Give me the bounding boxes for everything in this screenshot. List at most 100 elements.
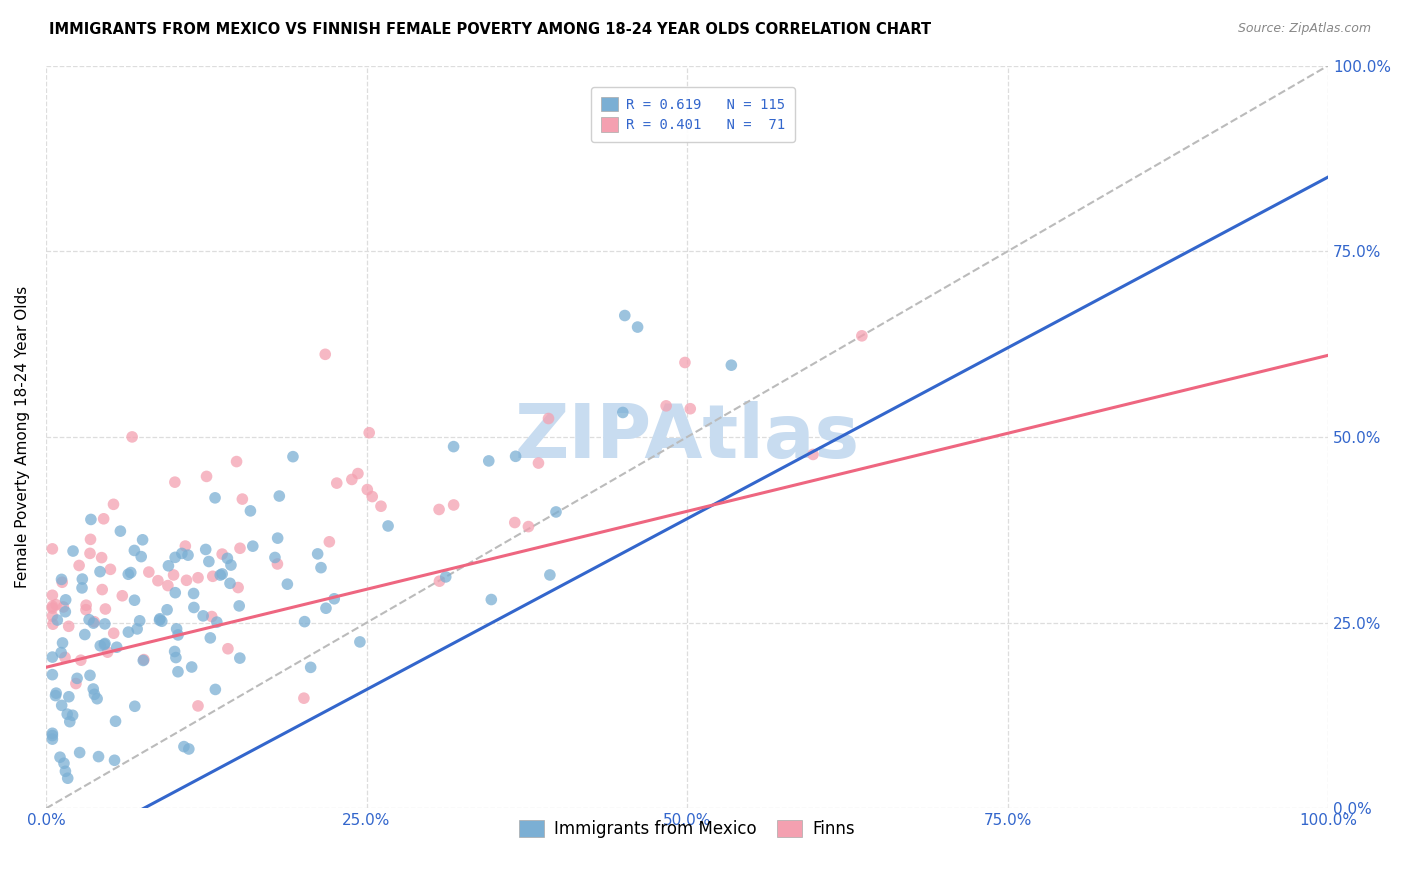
Point xyxy=(58,690,80,704)
Point xyxy=(117,625,139,640)
Point xyxy=(66,671,89,685)
Point xyxy=(148,613,170,627)
Point xyxy=(673,355,696,369)
Point xyxy=(58,619,80,633)
Point xyxy=(517,519,540,533)
Point xyxy=(201,569,224,583)
Point xyxy=(149,612,172,626)
Point xyxy=(231,492,253,507)
Point xyxy=(204,682,226,697)
Point xyxy=(41,588,63,602)
Point xyxy=(187,571,209,585)
Point xyxy=(626,320,648,334)
Point xyxy=(294,615,316,629)
Point xyxy=(177,742,200,756)
Point xyxy=(90,550,112,565)
Point xyxy=(67,558,90,573)
Point xyxy=(269,489,291,503)
Point xyxy=(176,574,198,588)
Point xyxy=(204,491,226,505)
Point xyxy=(226,581,249,595)
Point xyxy=(77,613,100,627)
Point xyxy=(111,589,134,603)
Point xyxy=(281,450,304,464)
Point xyxy=(41,601,63,615)
Point xyxy=(225,454,247,468)
Point xyxy=(166,622,188,636)
Point xyxy=(53,650,76,665)
Point xyxy=(162,568,184,582)
Point xyxy=(307,547,329,561)
Point xyxy=(110,524,132,538)
Point xyxy=(55,592,77,607)
Point xyxy=(315,601,337,615)
Point xyxy=(103,626,125,640)
Point xyxy=(180,660,202,674)
Point xyxy=(117,567,139,582)
Point xyxy=(239,504,262,518)
Point xyxy=(266,557,288,571)
Point xyxy=(612,405,634,419)
Point xyxy=(94,636,117,650)
Point xyxy=(229,651,252,665)
Y-axis label: Female Poverty Among 18-24 Year Olds: Female Poverty Among 18-24 Year Olds xyxy=(15,286,30,588)
Legend: Immigrants from Mexico, Finns: Immigrants from Mexico, Finns xyxy=(513,814,862,845)
Point xyxy=(129,549,152,564)
Point xyxy=(41,667,63,681)
Point xyxy=(228,599,250,613)
Point xyxy=(62,708,84,723)
Point xyxy=(266,531,288,545)
Point xyxy=(217,641,239,656)
Point xyxy=(41,599,63,614)
Text: IMMIGRANTS FROM MEXICO VS FINNISH FEMALE POVERTY AMONG 18-24 YEAR OLDS CORRELATI: IMMIGRANTS FROM MEXICO VS FINNISH FEMALE… xyxy=(49,22,931,37)
Point xyxy=(359,425,381,440)
Point xyxy=(851,328,873,343)
Point xyxy=(505,450,527,464)
Point xyxy=(75,603,97,617)
Point xyxy=(93,638,115,652)
Point xyxy=(205,615,228,629)
Point xyxy=(309,560,332,574)
Point xyxy=(377,519,399,533)
Point xyxy=(264,550,287,565)
Point xyxy=(191,608,214,623)
Point xyxy=(103,497,125,511)
Point xyxy=(91,582,114,597)
Point xyxy=(478,454,501,468)
Point xyxy=(86,691,108,706)
Point xyxy=(211,566,233,581)
Point xyxy=(538,568,561,582)
Point xyxy=(242,539,264,553)
Point xyxy=(121,430,143,444)
Point xyxy=(94,616,117,631)
Point xyxy=(128,614,150,628)
Point xyxy=(195,469,218,483)
Point xyxy=(120,566,142,580)
Point xyxy=(292,691,315,706)
Point xyxy=(138,565,160,579)
Point xyxy=(49,646,72,660)
Point xyxy=(229,541,252,556)
Point xyxy=(132,652,155,666)
Point xyxy=(347,467,370,481)
Point xyxy=(655,399,678,413)
Point xyxy=(53,605,76,619)
Point xyxy=(83,615,105,629)
Point xyxy=(167,628,190,642)
Point xyxy=(679,401,702,416)
Point xyxy=(479,592,502,607)
Point xyxy=(65,676,87,690)
Point xyxy=(51,575,73,590)
Point xyxy=(52,756,75,771)
Point xyxy=(167,665,190,679)
Point xyxy=(194,542,217,557)
Point xyxy=(209,568,232,582)
Point xyxy=(82,681,104,696)
Point xyxy=(544,505,567,519)
Point xyxy=(45,598,67,612)
Point xyxy=(44,689,66,703)
Point xyxy=(163,644,186,658)
Point xyxy=(49,750,72,764)
Point xyxy=(41,650,63,665)
Point xyxy=(83,687,105,701)
